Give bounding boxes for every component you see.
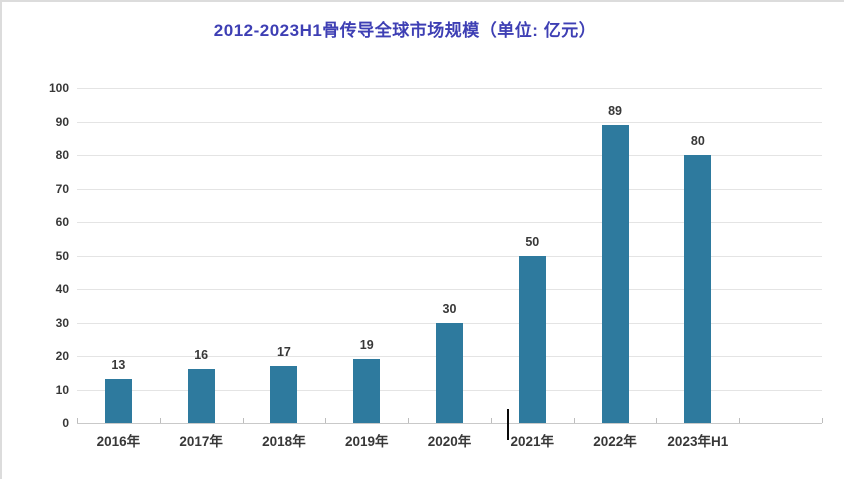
bar xyxy=(353,359,381,423)
y-tick-label: 0 xyxy=(62,416,69,430)
gridline xyxy=(77,222,822,223)
gridline xyxy=(77,188,822,190)
bar xyxy=(601,124,629,423)
x-axis-tick xyxy=(408,418,410,423)
y-tick-label: 30 xyxy=(55,315,69,330)
y-tick-label: 20 xyxy=(55,349,69,363)
x-axis-tick xyxy=(573,418,575,423)
bar xyxy=(684,155,712,423)
bar-value-label: 19 xyxy=(359,338,374,353)
x-axis-tick xyxy=(656,418,658,423)
x-axis-tick xyxy=(325,418,327,423)
chart-title: 2012-2023H1骨传导全球市场规模（单位: 亿元） xyxy=(213,21,597,40)
x-axis-tick xyxy=(739,418,741,423)
bar-value-label: 50 xyxy=(525,234,540,249)
gridline xyxy=(77,121,822,123)
x-axis-line xyxy=(77,423,822,424)
bar-value-label: 89 xyxy=(608,103,622,118)
bar-value-label: 30 xyxy=(442,301,457,316)
bar-value-label: 17 xyxy=(276,345,291,360)
bar xyxy=(518,255,546,423)
gridline xyxy=(77,255,822,257)
bar-value-label: 13 xyxy=(111,358,126,373)
x-tick-label: 2016年 xyxy=(96,434,141,449)
x-tick-label: 2023年H1 xyxy=(667,434,729,449)
x-axis-tick xyxy=(490,418,492,423)
x-axis-tick xyxy=(822,418,823,423)
x-tick-label: 2018年 xyxy=(262,434,306,449)
gridline xyxy=(77,155,822,156)
x-tick-label: 2019年 xyxy=(344,434,389,449)
x-axis-tick xyxy=(77,418,78,423)
y-tick-label: 100 xyxy=(48,81,69,95)
y-tick-label: 70 xyxy=(55,181,69,196)
bar xyxy=(187,369,215,423)
y-tick-label: 40 xyxy=(55,282,69,296)
x-tick-label: 2017年 xyxy=(179,434,223,449)
bar-value-label: 80 xyxy=(690,134,705,148)
bar xyxy=(104,379,132,423)
gridline xyxy=(77,88,822,89)
x-axis-tick xyxy=(242,418,244,423)
bar-value-label: 16 xyxy=(194,348,209,363)
gridline xyxy=(77,289,822,290)
x-tick-label: 2021年 xyxy=(510,434,555,449)
bar xyxy=(270,366,298,423)
text-cursor-artifact xyxy=(507,409,509,440)
y-tick-label: 80 xyxy=(55,148,69,162)
x-tick-label: 2020年 xyxy=(427,434,472,449)
y-tick-label: 50 xyxy=(55,248,69,263)
x-tick-label: 2022年 xyxy=(593,434,637,449)
y-tick-label: 60 xyxy=(55,215,69,229)
bar xyxy=(436,322,463,423)
y-tick-label: 90 xyxy=(55,114,69,129)
x-axis-tick xyxy=(159,418,161,423)
y-tick-label: 10 xyxy=(55,382,69,397)
